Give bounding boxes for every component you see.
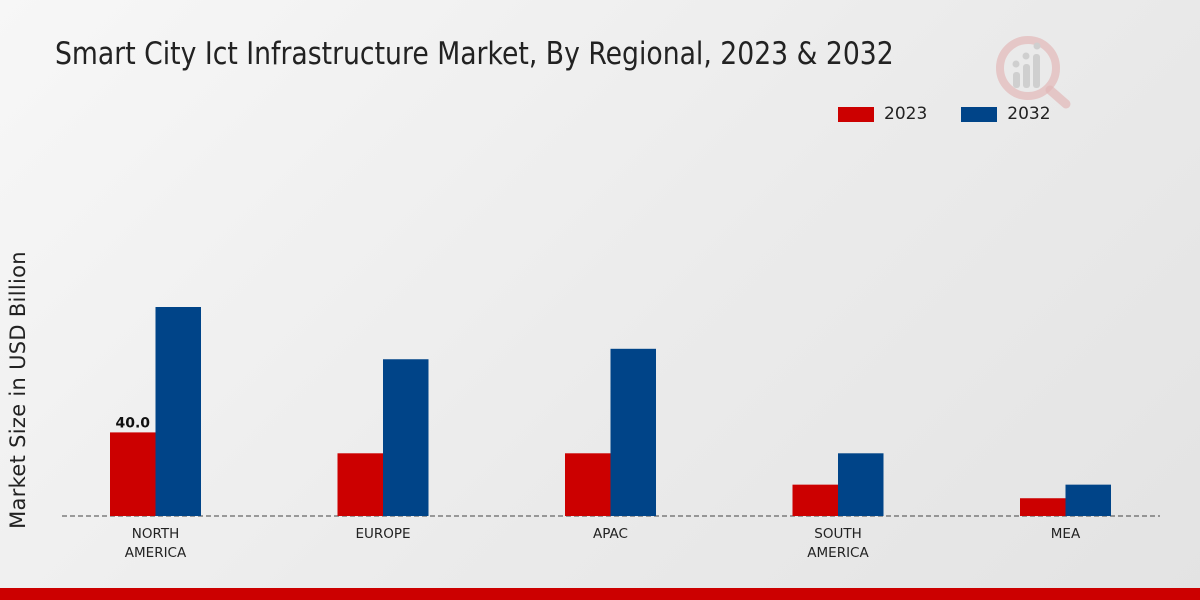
bar-2023-2	[565, 453, 611, 516]
x-tick-label: NORTH AMERICA	[125, 526, 187, 561]
bar-2032-4	[1065, 484, 1111, 516]
bar-2023-3	[792, 484, 838, 516]
logo-icon	[996, 36, 1071, 109]
x-tick-label: MEA	[1051, 526, 1081, 542]
bar-2023-0	[110, 432, 156, 516]
bar-2032-1	[383, 359, 429, 516]
bar-2023-1	[337, 453, 383, 516]
legend: 2023 2032	[838, 104, 1085, 124]
x-tick-label: EUROPE	[355, 526, 410, 542]
legend-label-2023: 2023	[884, 104, 928, 124]
x-tick-label: APAC	[593, 526, 628, 542]
legend-swatch-2023	[838, 106, 874, 122]
bar-2032-3	[838, 453, 884, 516]
chart-title: Smart City Ict Infrastructure Market, By…	[55, 36, 894, 72]
bar-2032-2	[610, 348, 656, 516]
legend-swatch-2032	[961, 106, 998, 122]
x-tick-label: SOUTH AMERICA	[807, 526, 869, 561]
legend-item-2032: 2032	[961, 104, 1051, 124]
data-label: 40.0	[115, 415, 150, 431]
footer-bar	[0, 588, 1200, 600]
bar-2023-4	[1020, 498, 1066, 516]
legend-label-2032: 2032	[1007, 104, 1051, 124]
legend-item-2023: 2023	[838, 104, 927, 124]
bar-2032-0	[155, 307, 201, 516]
